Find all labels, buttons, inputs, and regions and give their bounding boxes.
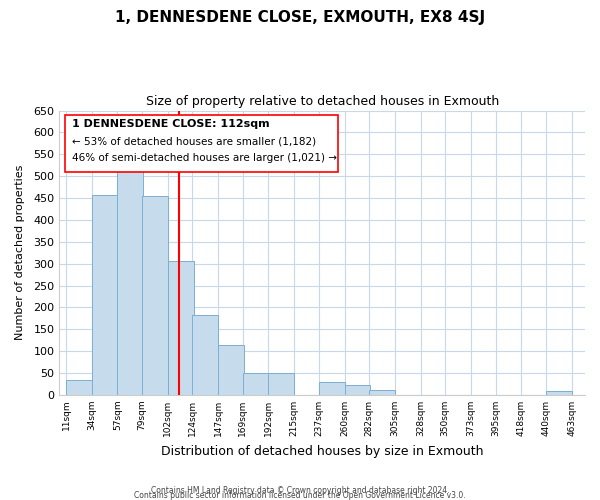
Y-axis label: Number of detached properties: Number of detached properties <box>15 165 25 340</box>
FancyBboxPatch shape <box>65 115 338 172</box>
Bar <box>546 392 572 395</box>
Bar <box>319 382 344 395</box>
X-axis label: Distribution of detached houses by size in Exmouth: Distribution of detached houses by size … <box>161 444 484 458</box>
Bar <box>193 316 218 395</box>
Text: 46% of semi-detached houses are larger (1,021) →: 46% of semi-detached houses are larger (… <box>73 153 337 163</box>
Bar <box>344 386 370 395</box>
Bar <box>268 373 294 395</box>
Text: 1, DENNESDENE CLOSE, EXMOUTH, EX8 4SJ: 1, DENNESDENE CLOSE, EXMOUTH, EX8 4SJ <box>115 10 485 25</box>
Bar <box>118 170 143 395</box>
Text: 1 DENNESDENE CLOSE: 112sqm: 1 DENNESDENE CLOSE: 112sqm <box>73 119 270 129</box>
Bar <box>243 373 268 395</box>
Bar <box>168 262 194 395</box>
Bar <box>218 344 244 395</box>
Text: Contains HM Land Registry data © Crown copyright and database right 2024.: Contains HM Land Registry data © Crown c… <box>151 486 449 495</box>
Bar <box>66 380 92 395</box>
Bar <box>92 195 118 395</box>
Text: Contains public sector information licensed under the Open Government Licence v3: Contains public sector information licen… <box>134 490 466 500</box>
Bar <box>142 196 168 395</box>
Bar <box>369 390 395 395</box>
Title: Size of property relative to detached houses in Exmouth: Size of property relative to detached ho… <box>146 95 499 108</box>
Text: ← 53% of detached houses are smaller (1,182): ← 53% of detached houses are smaller (1,… <box>73 136 317 146</box>
